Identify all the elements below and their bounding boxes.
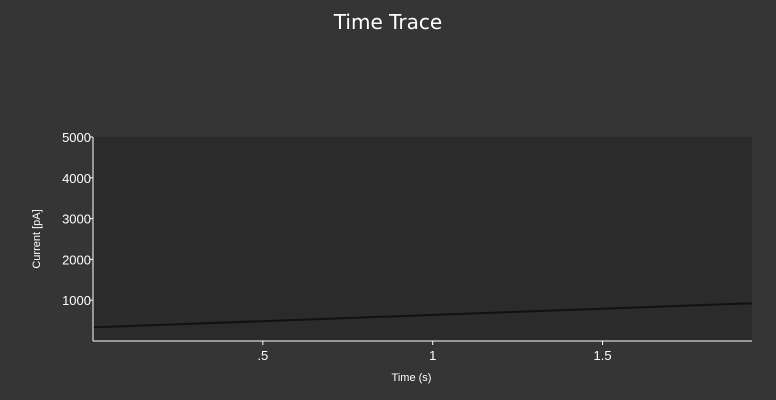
- x-tick-label: 1: [429, 348, 436, 363]
- x-tick-label: 1.5: [593, 348, 611, 363]
- y-axis-ticks: 1000 2000 3000 4000 5000: [62, 130, 93, 308]
- x-tick-label: .5: [257, 348, 268, 363]
- chart-title: Time Trace: [333, 10, 443, 34]
- y-tick-label: 2000: [62, 252, 91, 267]
- plot-area: [93, 137, 752, 341]
- y-tick-label: 4000: [62, 171, 91, 186]
- x-axis-label: Time (s): [392, 372, 432, 384]
- y-tick-label: 3000: [62, 212, 91, 227]
- y-tick-label: 1000: [62, 293, 91, 308]
- y-axis-label: Current [pA]: [31, 209, 43, 268]
- series-layer: [93, 302, 752, 329]
- y-tick-label: 5000: [62, 130, 91, 145]
- series-line-0: [93, 302, 752, 329]
- x-axis-ticks: .5 1 1.5: [257, 341, 612, 363]
